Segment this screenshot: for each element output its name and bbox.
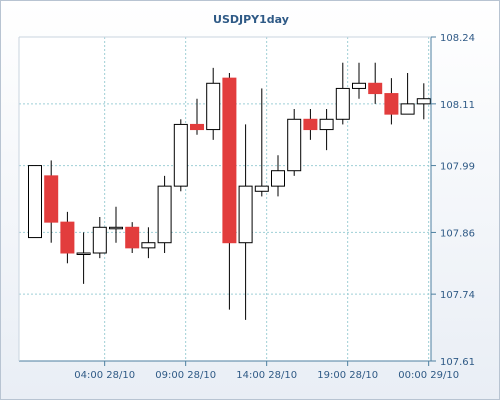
candle (287, 109, 302, 176)
candle (400, 73, 415, 115)
y-tick-label: 108.11 (440, 100, 475, 111)
candle-body-up (352, 82, 366, 89)
candle-body-down (60, 221, 75, 254)
candle-body-up (254, 185, 269, 192)
candle (190, 98, 204, 135)
candle (319, 109, 334, 151)
candle-body-down (125, 226, 140, 249)
x-tick-label: 04:00 28/10 (74, 370, 135, 381)
candle-body-up (287, 118, 302, 172)
candle-body-up (76, 252, 91, 255)
candle-body-up (335, 87, 350, 120)
candle (352, 62, 366, 99)
candle (271, 155, 285, 197)
candle-body-up (141, 242, 156, 249)
axes: 108.24 108.11 107.99 107.86 107.74 107.61 04:0… (18, 33, 475, 381)
candle-body-up (157, 185, 172, 244)
candle (60, 211, 75, 264)
candle-body-up (28, 165, 42, 239)
candle-body-down (44, 175, 59, 223)
candle-body-up (206, 82, 221, 131)
candle-body-down (384, 93, 399, 115)
x-tick-label: 14:00 28/10 (236, 370, 297, 381)
candle-body-down (303, 118, 318, 131)
candle (76, 232, 91, 284)
candle (28, 165, 42, 239)
candle (206, 67, 221, 140)
candle (303, 109, 318, 140)
candle-body-up (92, 226, 107, 254)
candle (157, 175, 172, 253)
candle (92, 217, 107, 259)
x-tick-label: 00:00 29/10 (398, 370, 459, 381)
y-tick-label: 107.99 (440, 162, 475, 173)
candle (335, 62, 350, 125)
candles (28, 62, 431, 320)
candle (109, 206, 123, 243)
candle-body-up (400, 103, 415, 115)
candle (254, 88, 269, 197)
candle (125, 222, 140, 253)
candle-body-up (109, 226, 123, 230)
candle (44, 160, 59, 243)
candle-body-up (319, 118, 334, 131)
y-tick-label: 107.74 (440, 290, 475, 301)
x-tick-label: 09:00 28/10 (155, 370, 216, 381)
candle (368, 62, 383, 104)
y-tick-label: 107.86 (440, 228, 475, 239)
candle-body-up (416, 98, 431, 105)
y-tick-label: 108.24 (440, 33, 475, 44)
candle-body-up (238, 185, 253, 244)
candle-body-down (190, 123, 204, 131)
candle (141, 227, 156, 259)
candle-body-down (222, 77, 237, 244)
candle (173, 119, 188, 192)
candle (238, 124, 253, 320)
x-tick-label: 19:00 28/10 (317, 370, 378, 381)
candle-body-up (271, 170, 285, 187)
candle (416, 83, 431, 120)
y-tick-label: 107.61 (440, 357, 475, 368)
candle-body-down (368, 82, 383, 95)
candle (222, 73, 237, 310)
candle (384, 78, 399, 125)
candle-body-up (173, 123, 188, 187)
chart-title: USDJPY1day (213, 13, 289, 26)
